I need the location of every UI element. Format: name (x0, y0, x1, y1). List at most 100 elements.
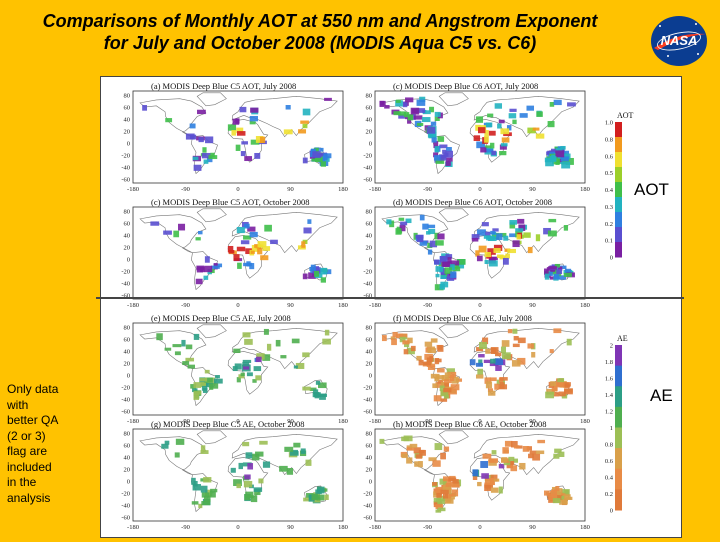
data-cell (390, 336, 396, 341)
data-cell (549, 101, 555, 107)
data-cell (536, 111, 543, 117)
data-cell (233, 254, 240, 261)
data-cell (245, 452, 253, 459)
data-cell (440, 391, 449, 397)
data-cell (422, 223, 429, 230)
data-cell (491, 478, 500, 482)
data-cell (433, 152, 439, 158)
data-cell (243, 480, 253, 488)
data-cell (308, 272, 316, 279)
data-cell (501, 352, 511, 360)
data-cell (433, 155, 441, 161)
colorbar-swatch (615, 167, 622, 183)
colorbar-swatch (615, 406, 622, 428)
data-cell (472, 469, 479, 477)
colorbar-tick: 1.8 (605, 359, 613, 366)
data-cell (253, 366, 262, 372)
lon-tick-label: -180 (369, 302, 381, 309)
data-cell (429, 240, 438, 248)
map-panel-f: (f) MODIS Deep Blue C6 AE, July 2008 80 60… (363, 313, 590, 425)
data-cell (240, 151, 246, 157)
data-cell (475, 116, 484, 123)
data-cell (547, 230, 557, 237)
data-cell (244, 494, 251, 501)
lat-tick-label: -20 (121, 385, 130, 392)
colorbar-swatch (615, 197, 622, 213)
data-cell (504, 440, 513, 447)
lat-tick-label: 60 (366, 337, 373, 344)
data-cell (476, 255, 483, 262)
data-cell (210, 265, 220, 269)
colorbar-swatch (615, 489, 622, 511)
lon-tick-label: 90 (287, 186, 294, 193)
data-cell (163, 230, 172, 235)
data-cell (398, 217, 405, 221)
note-line: better QA (7, 413, 59, 427)
data-cell (301, 241, 306, 248)
ae-colorbar: AE 2 1.8 1.6 1.4 1.2 1 0.8 0.6 0.4 0.2 0 (605, 334, 628, 515)
data-cell (190, 134, 197, 140)
data-cell (499, 151, 507, 156)
data-cell (456, 261, 465, 269)
note-line: included (7, 459, 52, 474)
lon-tick-label: -180 (127, 524, 139, 531)
data-cell (557, 275, 566, 280)
data-cell (404, 343, 410, 348)
data-cell (175, 438, 185, 445)
data-cell (406, 457, 413, 464)
data-cell (398, 111, 407, 116)
lat-tick-label: 20 (124, 245, 131, 252)
lat-tick-label: -20 (363, 385, 372, 392)
data-cell (386, 219, 392, 225)
data-cell (418, 359, 424, 366)
data-cell (300, 448, 306, 454)
map-panel-a: (a) MODIS Deep Blue C5 AOT, July 2008 80 6… (121, 81, 348, 193)
data-cell (427, 224, 436, 229)
data-cell (196, 266, 204, 273)
data-cell (263, 328, 269, 335)
data-cell (410, 107, 420, 115)
aot-side-label: AOT (634, 180, 669, 199)
colorbar-tick: 1.6 (605, 376, 614, 383)
data-cell (488, 260, 498, 267)
data-cell (249, 121, 256, 125)
data-cell (262, 461, 271, 468)
data-cell (485, 348, 491, 354)
data-cell (275, 339, 281, 347)
data-cell (488, 130, 496, 136)
data-cell (511, 441, 518, 448)
data-cell (490, 474, 498, 482)
data-cell (471, 237, 479, 242)
data-cell (447, 275, 455, 281)
data-cell (302, 157, 308, 164)
data-cell (213, 378, 223, 384)
data-cell (484, 145, 492, 149)
data-cell (482, 453, 492, 459)
map-panel-h: (h) MODIS Deep Blue C6 AE, October 2008 8… (363, 419, 590, 531)
lon-tick-label: -180 (127, 186, 139, 193)
data-cell (497, 254, 504, 259)
data-cell (395, 100, 403, 107)
data-cell (428, 228, 436, 235)
nasa-logo: NASA (651, 16, 707, 66)
lat-tick-label: -60 (121, 409, 130, 416)
lon-tick-label: -180 (127, 302, 139, 309)
data-cell (424, 341, 433, 347)
data-cell (252, 379, 257, 383)
data-cell (555, 485, 560, 491)
data-cell (156, 333, 163, 341)
data-cell (322, 338, 331, 345)
data-cell (423, 361, 432, 366)
data-cell (497, 123, 502, 129)
data-cell (484, 135, 489, 143)
data-cell (250, 107, 259, 113)
data-cell (395, 99, 401, 103)
lat-tick-label: 80 (366, 431, 373, 438)
data-cell (513, 335, 519, 341)
data-cell (172, 344, 182, 348)
data-cell (198, 137, 204, 143)
lat-tick-label: -20 (363, 491, 372, 498)
data-cell (402, 101, 408, 108)
colorbar-swatch (615, 212, 622, 228)
data-cell (250, 139, 260, 145)
